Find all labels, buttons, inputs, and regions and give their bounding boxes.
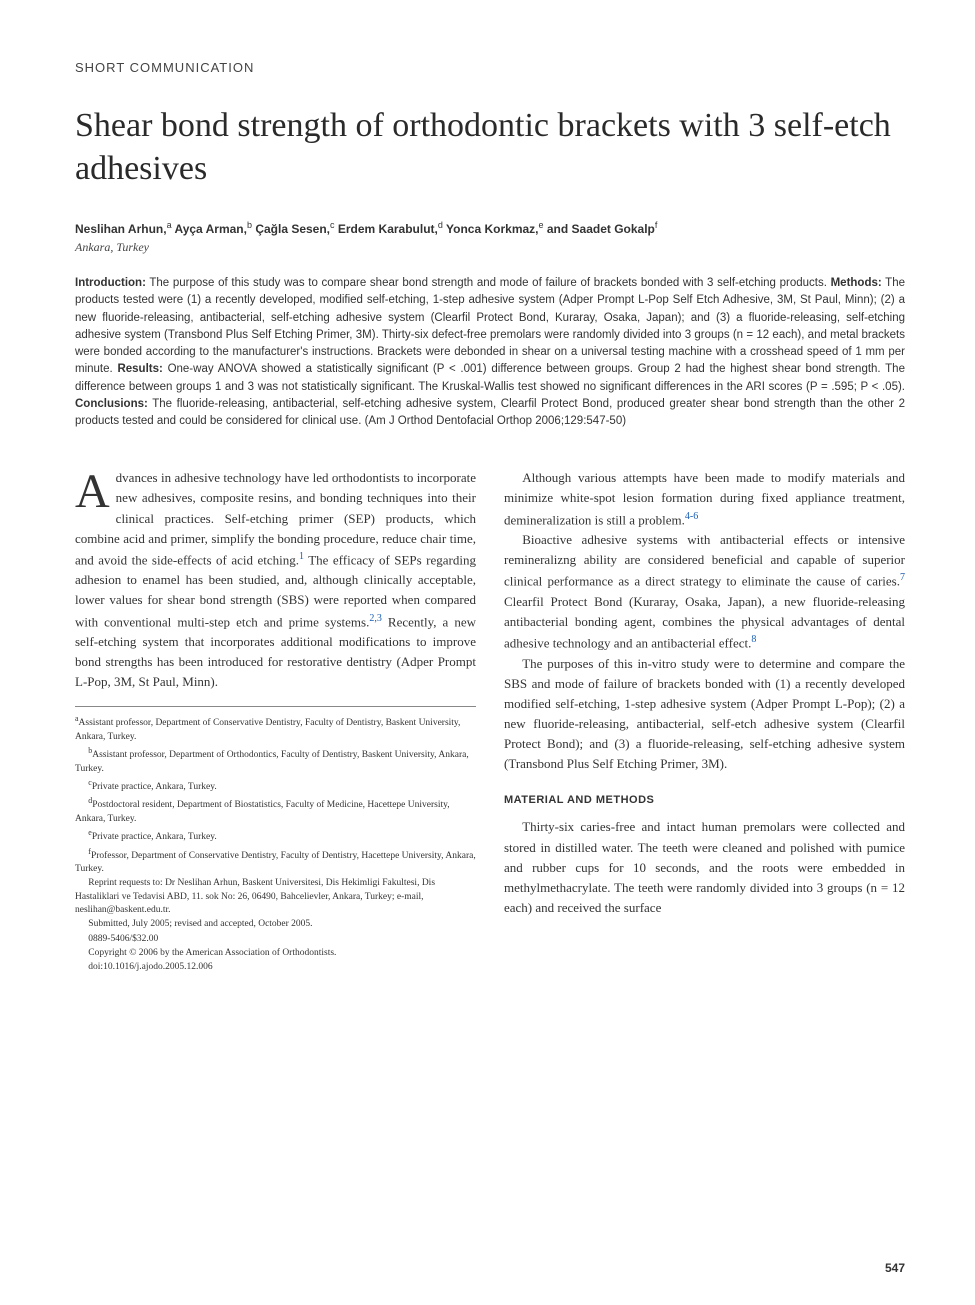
abstract-conclusions-label: Conclusions: [75, 398, 148, 410]
body-p2: Although various attempts have been made… [504, 468, 905, 530]
body-p4: The purposes of this in-vitro study were… [504, 654, 905, 775]
ref-link[interactable]: 2,3 [369, 613, 382, 624]
page-number: 547 [885, 1261, 905, 1275]
body-text: Bioactive adhesive systems with antibact… [504, 532, 905, 589]
footnote-reprint: Reprint requests to: Dr Neslihan Arhun, … [75, 877, 476, 917]
body-text: Although various attempts have been made… [504, 470, 905, 527]
affiliation: Ankara, Turkey [75, 240, 905, 255]
footnote-copyright: Copyright © 2006 by the American Associa… [75, 947, 476, 960]
footnote-submitted: Submitted, July 2005; revised and accept… [75, 918, 476, 931]
abstract-intro: The purpose of this study was to compare… [146, 277, 831, 289]
abstract-methods: The products tested were (1) a recently … [75, 277, 905, 375]
body-p5: Thirty-six caries-free and intact human … [504, 817, 905, 918]
footnote-e: ePrivate practice, Ankara, Turkey. [75, 827, 476, 844]
footnote-a: aAssistant professor, Department of Cons… [75, 713, 476, 744]
section-heading-methods: MATERIAL AND METHODS [504, 792, 905, 809]
abstract-conclusions: The fluoride-releasing, antibacterial, s… [75, 398, 905, 427]
abstract-results: One-way ANOVA showed a statistically sig… [75, 363, 905, 392]
footnote-doi: doi:10.1016/j.ajodo.2005.12.006 [75, 961, 476, 974]
body-p1: Advances in adhesive technology have led… [75, 468, 476, 692]
author-list: Neslihan Arhun,a Ayça Arman,b Çağla Sese… [75, 220, 905, 236]
footnote-d: dPostdoctoral resident, Department of Bi… [75, 795, 476, 826]
column-left: Advances in adhesive technology have led… [75, 468, 476, 975]
abstract-intro-label: Introduction: [75, 277, 146, 289]
footnote-f: fProfessor, Department of Conservative D… [75, 846, 476, 877]
footnotes: aAssistant professor, Department of Cons… [75, 706, 476, 974]
abstract: Introduction: The purpose of this study … [75, 275, 905, 430]
abstract-methods-label: Methods: [831, 277, 882, 289]
ref-link[interactable]: 4-6 [685, 511, 698, 522]
body-p3: Bioactive adhesive systems with antibact… [504, 530, 905, 654]
footnote-c: cPrivate practice, Ankara, Turkey. [75, 777, 476, 794]
abstract-results-label: Results: [117, 363, 162, 375]
ref-link[interactable]: 7 [900, 572, 905, 583]
column-right: Although various attempts have been made… [504, 468, 905, 975]
article-type: SHORT COMMUNICATION [75, 60, 905, 75]
body-columns: Advances in adhesive technology have led… [75, 468, 905, 975]
footnote-issn: 0889-5406/$32.00 [75, 933, 476, 946]
article-title: Shear bond strength of orthodontic brack… [75, 105, 905, 190]
footnote-b: bAssistant professor, Department of Orth… [75, 745, 476, 776]
body-text: Clearfil Protect Bond (Kuraray, Osaka, J… [504, 594, 905, 651]
ref-link[interactable]: 8 [751, 634, 756, 645]
